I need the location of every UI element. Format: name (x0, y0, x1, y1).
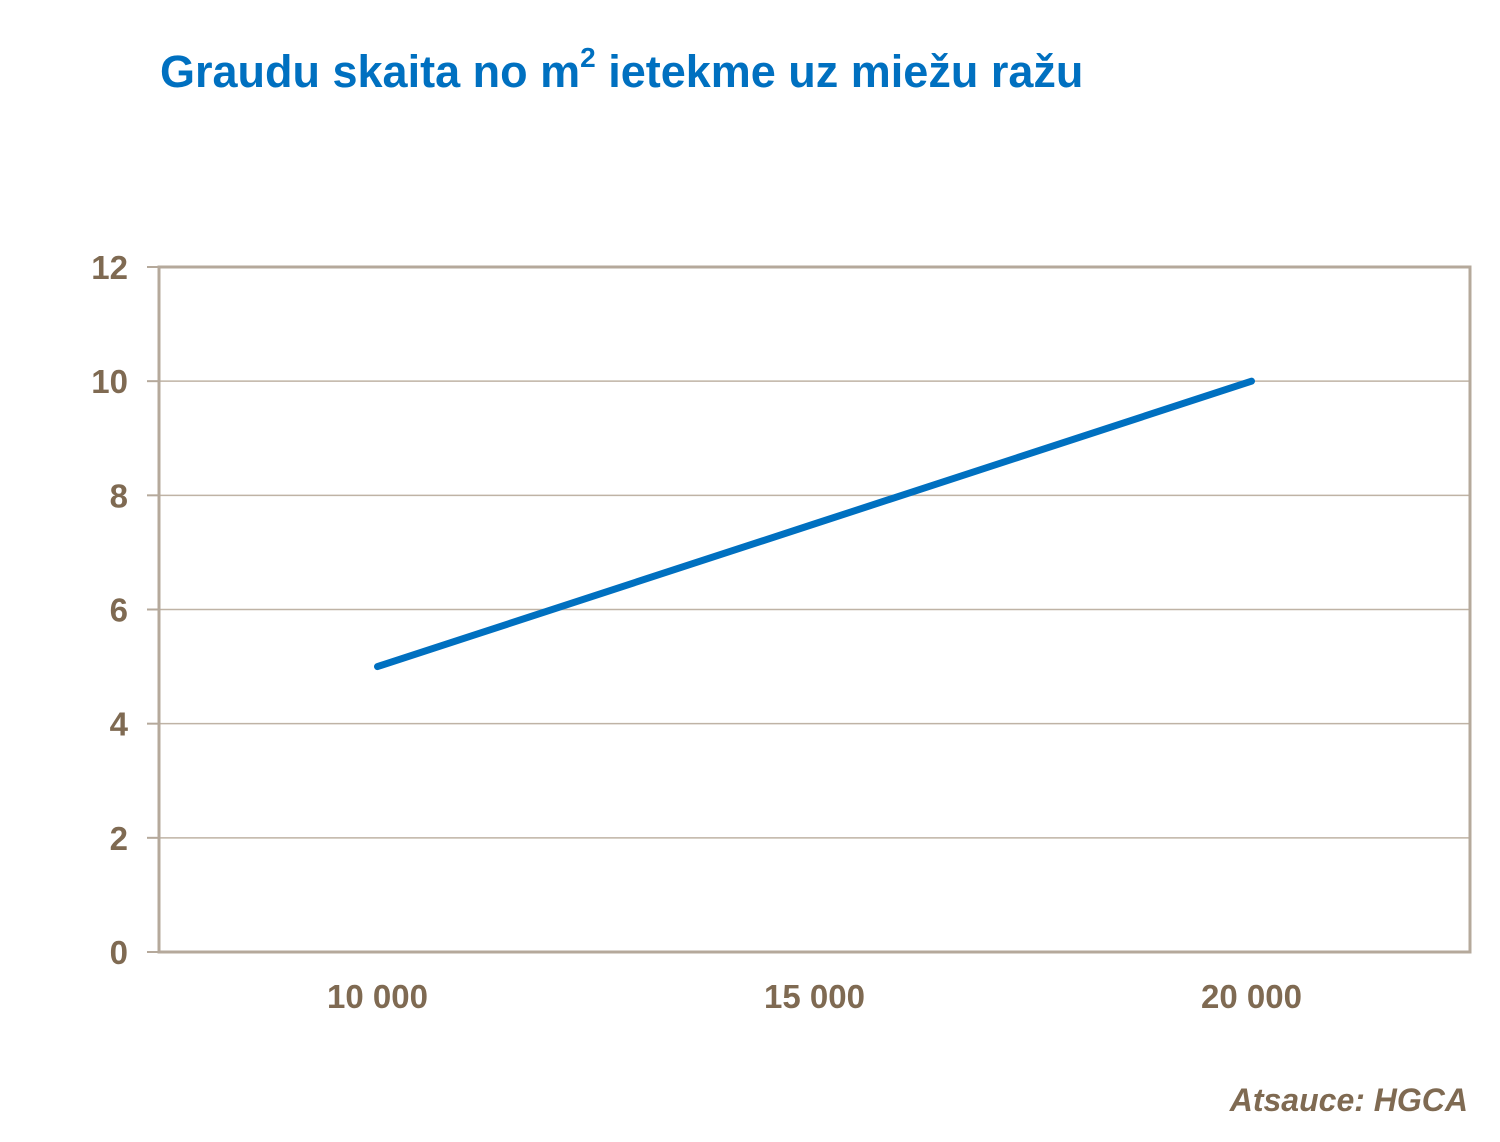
y-tick-label: 0 (110, 934, 128, 971)
y-tick-label: 4 (110, 706, 129, 743)
y-tick-label: 6 (110, 592, 128, 629)
x-tick-label: 15 000 (764, 978, 865, 1015)
series-line (374, 377, 1255, 671)
y-tick-label: 12 (91, 249, 128, 286)
chart-title: Graudu skaita no m2 ietekme uz miežu raž… (160, 42, 1084, 98)
title-superscript: 2 (580, 42, 596, 73)
x-tick-label: 20 000 (1201, 978, 1302, 1015)
y-tick-label: 2 (110, 820, 128, 857)
title-text-rest: ietekme uz miežu ražu (595, 46, 1084, 97)
y-tick-label: 10 (91, 363, 128, 400)
y-tick-label: 8 (110, 477, 128, 514)
source-note: Atsauce: HGCA (1229, 1082, 1468, 1118)
x-tick-label: 10 000 (327, 978, 428, 1015)
plot-frame (157, 265, 1472, 954)
title-text: Graudu skaita no m (160, 46, 581, 97)
